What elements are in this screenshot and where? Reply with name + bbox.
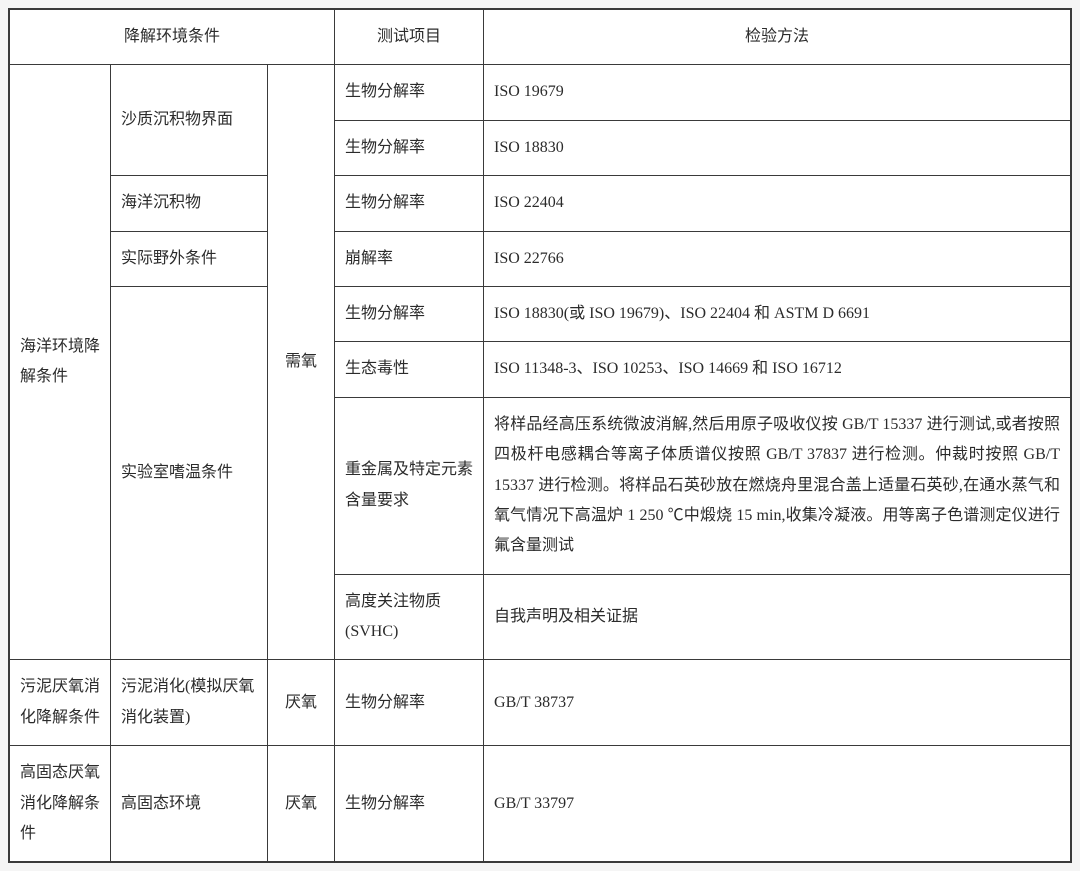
cell-marine-sediment: 海洋沉积物: [111, 176, 268, 231]
cell-sludge-sublabel: 污泥消化(模拟厌氧消化装置): [111, 660, 268, 746]
table-row: 污泥厌氧消化降解条件 污泥消化(模拟厌氧消化装置) 厌氧 生物分解率 GB/T …: [10, 660, 1071, 746]
table-row: 海洋环境降解条件 沙质沉积物界面 需氧 生物分解率 ISO 19679: [10, 65, 1071, 120]
cell-test: 生物分解率: [335, 65, 484, 120]
cell-anaerobic: 厌氧: [268, 746, 335, 862]
cell-method: ISO 11348-3、ISO 10253、ISO 14669 和 ISO 16…: [484, 342, 1071, 397]
cell-test: 生物分解率: [335, 120, 484, 175]
standards-table: 降解环境条件 测试项目 检验方法 海洋环境降解条件 沙质沉积物界面 需氧 生物分…: [9, 9, 1071, 862]
cell-high-solid-sublabel: 高固态环境: [111, 746, 268, 862]
cell-method: GB/T 38737: [484, 660, 1071, 746]
standards-table-container: 降解环境条件 测试项目 检验方法 海洋环境降解条件 沙质沉积物界面 需氧 生物分…: [8, 8, 1072, 863]
cell-method: 自我声明及相关证据: [484, 574, 1071, 660]
cell-sandy-sediment: 沙质沉积物界面: [111, 65, 268, 176]
cell-method: 将样品经高压系统微波消解,然后用原子吸收仪按 GB/T 15337 进行测试,或…: [484, 397, 1071, 574]
cell-method: GB/T 33797: [484, 746, 1071, 862]
cell-test: 高度关注物质(SVHC): [335, 574, 484, 660]
cell-method: ISO 18830(或 ISO 19679)、ISO 22404 和 ASTM …: [484, 286, 1071, 341]
table-row: 实验室嗜温条件 生物分解率 ISO 18830(或 ISO 19679)、ISO…: [10, 286, 1071, 341]
cell-high-solid-anaerobic: 高固态厌氧消化降解条件: [10, 746, 111, 862]
table-row: 高固态厌氧消化降解条件 高固态环境 厌氧 生物分解率 GB/T 33797: [10, 746, 1071, 862]
header-env-conditions: 降解环境条件: [10, 10, 335, 65]
cell-test: 生态毒性: [335, 342, 484, 397]
cell-method: ISO 18830: [484, 120, 1071, 175]
cell-method: ISO 22404: [484, 176, 1071, 231]
cell-lab-mesophilic: 实验室嗜温条件: [111, 286, 268, 660]
cell-anaerobic: 厌氧: [268, 660, 335, 746]
cell-marine-env: 海洋环境降解条件: [10, 65, 111, 660]
table-header-row: 降解环境条件 测试项目 检验方法: [10, 10, 1071, 65]
cell-sludge-anaerobic: 污泥厌氧消化降解条件: [10, 660, 111, 746]
cell-test: 生物分解率: [335, 176, 484, 231]
cell-method: ISO 22766: [484, 231, 1071, 286]
cell-test: 生物分解率: [335, 286, 484, 341]
table-row: 实际野外条件 崩解率 ISO 22766: [10, 231, 1071, 286]
cell-method: ISO 19679: [484, 65, 1071, 120]
header-test-item: 测试项目: [335, 10, 484, 65]
table-row: 海洋沉积物 生物分解率 ISO 22404: [10, 176, 1071, 231]
cell-test: 生物分解率: [335, 746, 484, 862]
cell-test: 崩解率: [335, 231, 484, 286]
cell-test: 生物分解率: [335, 660, 484, 746]
header-inspection-method: 检验方法: [484, 10, 1071, 65]
cell-aerobic: 需氧: [268, 65, 335, 660]
cell-test: 重金属及特定元素含量要求: [335, 397, 484, 574]
cell-field-conditions: 实际野外条件: [111, 231, 268, 286]
